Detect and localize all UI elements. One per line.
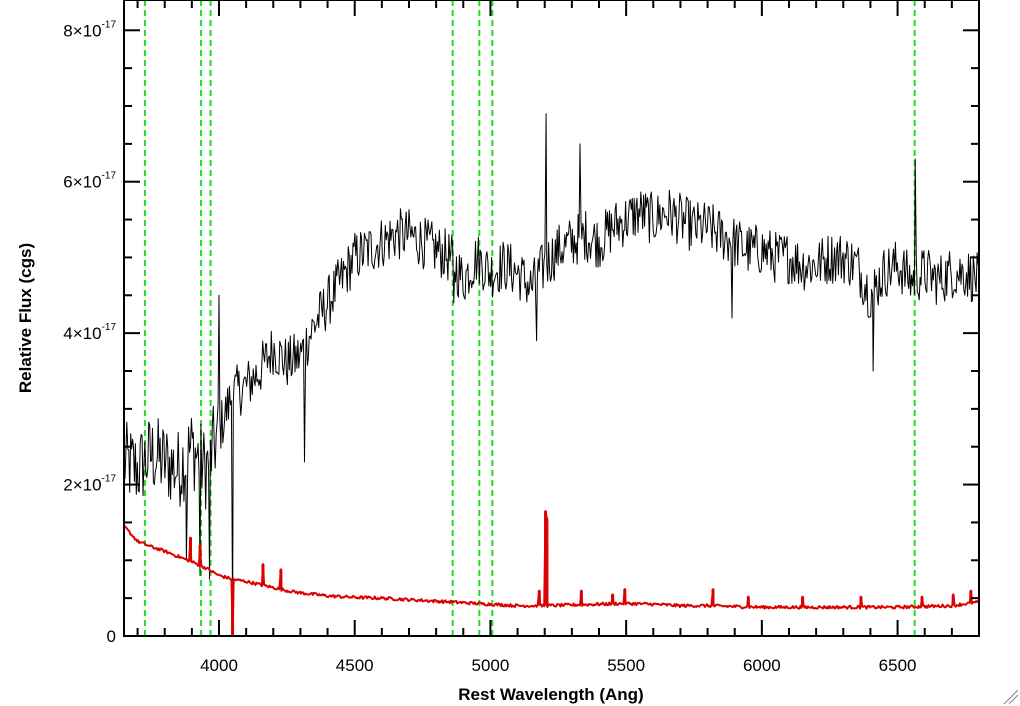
y-tick-label: 2×10-17 — [63, 474, 116, 495]
x-tick-label: 4500 — [336, 656, 374, 675]
series-line — [123, 113, 980, 622]
x-tick-label: 4000 — [200, 656, 238, 675]
x-tick-label: 6000 — [743, 656, 781, 675]
x-tick-label: 6500 — [879, 656, 917, 675]
y-tick-label: 6×10-17 — [63, 171, 116, 192]
y-tick-label: 0 — [107, 627, 116, 646]
axes — [123, 0, 980, 637]
y-tick-label: 4×10-17 — [63, 322, 116, 343]
resize-grip-icon[interactable] — [1003, 689, 1019, 705]
error-spectrum — [123, 510, 980, 637]
x-axis-label: Rest Wavelength (Ang) — [458, 685, 643, 704]
emission-line-markers — [143, 0, 916, 636]
object-spectrum — [123, 113, 980, 622]
plot-frame — [123, 0, 980, 637]
x-tick-label: 5000 — [472, 656, 510, 675]
y-axis-label: Relative Flux (cgs) — [16, 243, 35, 393]
y-tick-label: 8×10-17 — [63, 19, 116, 40]
x-tick-label: 5500 — [607, 656, 645, 675]
series-line — [123, 510, 980, 637]
series-layer — [123, 113, 980, 637]
tick-labels: 4000 4500 5000 5500 6000 6500 0 2×10-17 4×10-17 6… — [63, 19, 916, 675]
